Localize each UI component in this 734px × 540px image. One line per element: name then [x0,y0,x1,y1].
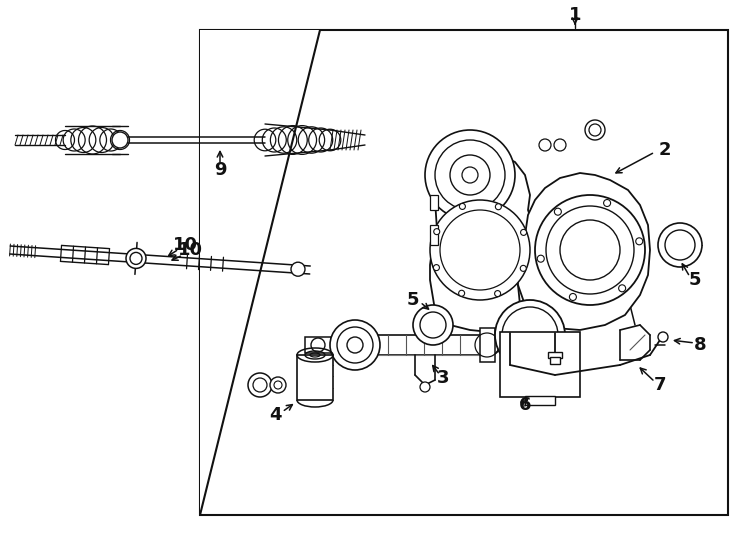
Circle shape [270,377,286,393]
Circle shape [603,199,611,206]
Text: 5: 5 [688,271,701,289]
Circle shape [636,238,643,245]
Bar [525,396,555,405]
Circle shape [589,124,601,136]
Bar [548,352,562,358]
Circle shape [459,291,465,296]
Text: 9: 9 [214,161,226,179]
Text: 3: 3 [437,369,449,387]
Circle shape [433,265,440,271]
Circle shape [291,262,305,276]
Circle shape [459,204,465,210]
Circle shape [274,381,282,389]
Circle shape [450,155,490,195]
Text: 6: 6 [519,396,531,414]
Text: 7: 7 [654,376,666,394]
Circle shape [425,130,515,220]
Circle shape [495,300,565,370]
Bar [200,30,728,515]
Circle shape [413,305,453,345]
Circle shape [430,200,530,300]
Text: 2: 2 [658,141,672,159]
Circle shape [248,373,272,397]
Circle shape [330,320,380,370]
Bar [500,332,580,397]
Bar [550,357,560,364]
Text: 8: 8 [694,336,706,354]
Circle shape [495,204,501,210]
Circle shape [520,230,526,235]
Circle shape [554,208,562,215]
Circle shape [462,167,478,183]
Circle shape [495,291,501,296]
Circle shape [502,307,558,363]
Polygon shape [518,173,650,330]
Text: 4: 4 [269,406,281,424]
Polygon shape [200,30,320,515]
Bar [430,225,438,245]
Bar [305,337,331,353]
Bar [430,195,438,210]
Text: 10: 10 [178,241,203,259]
Circle shape [347,337,363,353]
Circle shape [570,293,576,300]
Circle shape [420,312,446,338]
Circle shape [440,210,520,290]
Circle shape [585,120,605,140]
Circle shape [253,378,267,392]
Circle shape [126,248,146,268]
Polygon shape [430,152,535,332]
Circle shape [130,252,142,265]
Text: 5: 5 [407,291,419,309]
Circle shape [337,327,373,363]
Circle shape [619,285,625,292]
Circle shape [539,139,551,151]
Circle shape [435,140,505,210]
Bar [480,328,495,362]
Circle shape [520,265,526,272]
Circle shape [420,382,430,392]
Circle shape [658,332,668,342]
Circle shape [311,338,325,352]
Text: 1: 1 [569,6,581,24]
Circle shape [546,206,634,294]
Circle shape [554,139,566,151]
Bar [297,355,333,400]
Circle shape [112,132,128,148]
Circle shape [434,228,440,235]
Circle shape [535,195,645,305]
Text: 10: 10 [172,236,197,254]
Circle shape [658,223,702,267]
Circle shape [537,255,544,262]
Circle shape [665,230,695,260]
Circle shape [560,220,620,280]
